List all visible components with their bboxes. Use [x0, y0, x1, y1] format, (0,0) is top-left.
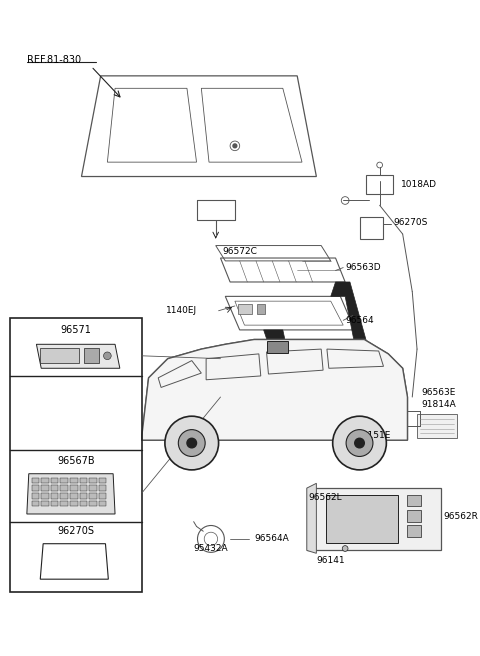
Polygon shape	[142, 340, 408, 440]
Bar	[32, 501, 39, 506]
Bar	[51, 493, 59, 499]
Bar	[89, 493, 97, 499]
Bar	[80, 478, 87, 483]
Bar	[10, 318, 142, 592]
Text: 96571: 96571	[60, 325, 91, 335]
Text: 96564A: 96564A	[254, 535, 289, 543]
Bar	[60, 485, 68, 491]
Text: 91814A: 91814A	[422, 400, 456, 409]
Bar	[80, 501, 87, 506]
Circle shape	[233, 144, 237, 148]
Bar	[51, 501, 59, 506]
Bar	[99, 478, 107, 483]
Circle shape	[346, 430, 373, 457]
Text: 96564: 96564	[345, 316, 374, 325]
Bar	[99, 493, 107, 499]
Bar	[80, 493, 87, 499]
Polygon shape	[307, 483, 316, 553]
Bar	[70, 478, 78, 483]
Bar	[40, 348, 79, 363]
Bar	[60, 493, 68, 499]
Bar	[408, 495, 421, 506]
Bar	[99, 485, 107, 491]
Bar	[51, 478, 59, 483]
Text: 96562L: 96562L	[309, 493, 342, 502]
Bar	[70, 501, 78, 506]
Bar	[89, 485, 97, 491]
Bar	[70, 485, 78, 491]
Bar	[41, 478, 49, 483]
Text: 1140EJ: 1140EJ	[166, 306, 197, 316]
Bar	[408, 525, 421, 537]
Bar	[326, 495, 398, 543]
Text: 96562R: 96562R	[443, 512, 478, 522]
Bar	[266, 341, 288, 353]
Bar	[417, 415, 457, 438]
Bar	[238, 304, 252, 314]
Circle shape	[165, 416, 218, 470]
Circle shape	[179, 430, 205, 457]
Text: REF.81-830: REF.81-830	[27, 54, 81, 64]
Polygon shape	[36, 344, 120, 368]
Circle shape	[333, 416, 386, 470]
Bar	[51, 485, 59, 491]
FancyBboxPatch shape	[307, 488, 441, 550]
Text: 96567B: 96567B	[57, 457, 95, 466]
Bar	[32, 478, 39, 483]
Bar	[60, 501, 68, 506]
Text: 96270S: 96270S	[393, 218, 428, 227]
Bar	[70, 493, 78, 499]
Circle shape	[187, 438, 196, 448]
Circle shape	[104, 352, 111, 359]
Polygon shape	[331, 282, 374, 368]
Polygon shape	[27, 474, 115, 514]
Text: 96141: 96141	[316, 556, 345, 565]
Text: 1018AD: 1018AD	[401, 180, 437, 189]
Bar	[32, 485, 39, 491]
Bar	[84, 348, 99, 363]
Bar	[80, 485, 87, 491]
Text: 96563E: 96563E	[422, 388, 456, 397]
Text: 96563D: 96563D	[345, 263, 381, 272]
Bar	[366, 174, 393, 194]
Bar	[257, 304, 264, 314]
Bar	[41, 501, 49, 506]
Circle shape	[342, 546, 348, 552]
Text: 95432A: 95432A	[193, 544, 228, 553]
Bar	[89, 501, 97, 506]
Bar	[89, 478, 97, 483]
Polygon shape	[264, 330, 297, 397]
Bar	[32, 493, 39, 499]
Text: 96270S: 96270S	[57, 526, 94, 536]
Bar	[60, 478, 68, 483]
Bar	[408, 510, 421, 522]
Bar	[99, 501, 107, 506]
Text: 96572C: 96572C	[222, 247, 257, 256]
Circle shape	[355, 438, 364, 448]
Bar	[41, 485, 49, 491]
Bar	[41, 493, 49, 499]
Text: 96151E: 96151E	[357, 431, 391, 440]
